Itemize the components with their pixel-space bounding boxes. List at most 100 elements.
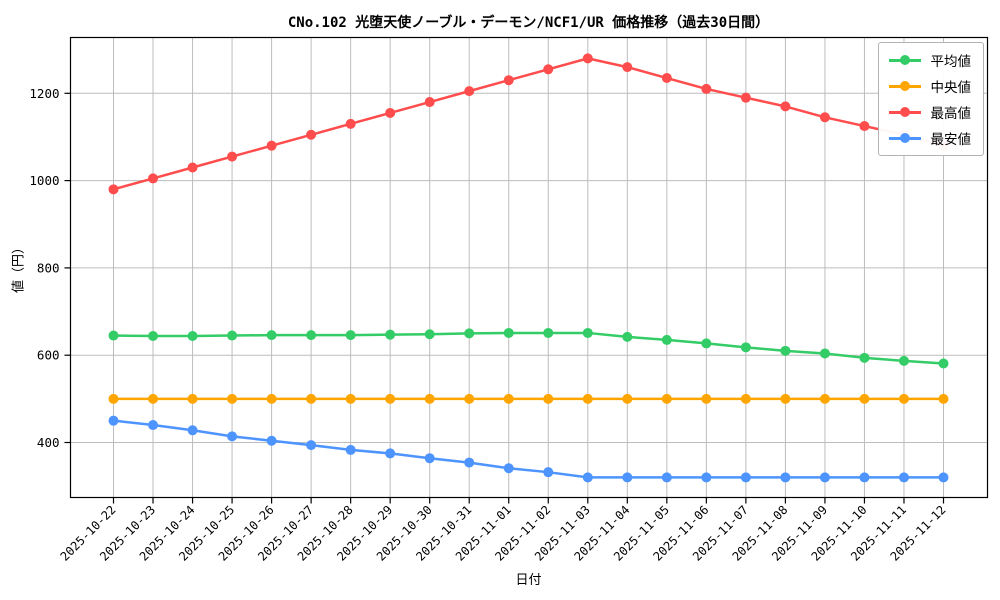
data-point-中央値 (740, 393, 751, 404)
legend-item-median: 中央値 (888, 76, 972, 96)
data-point-最安値 (266, 435, 277, 446)
data-point-最安値 (187, 425, 198, 436)
data-point-最安値 (464, 457, 475, 468)
data-point-最安値 (661, 472, 672, 483)
data-point-最安値 (345, 444, 356, 455)
data-point-最高値 (187, 162, 198, 173)
data-point-最高値 (108, 184, 119, 195)
data-point-最高値 (622, 62, 633, 73)
legend-item-max: 最高値 (888, 102, 971, 122)
data-point-中央値 (701, 393, 712, 404)
data-point-最安値 (385, 448, 396, 459)
data-point-中央値 (859, 393, 870, 404)
data-point-平均値 (464, 328, 475, 339)
data-point-最安値 (148, 420, 159, 431)
y-tick-label: 800 (37, 260, 60, 275)
data-point-平均値 (661, 334, 672, 345)
data-point-平均値 (819, 348, 830, 359)
data-point-最高値 (543, 64, 554, 75)
data-point-平均値 (108, 330, 119, 341)
x-axis-label: 日付 (515, 573, 542, 588)
data-point-平均値 (740, 342, 751, 353)
y-tick-label: 1200 (29, 86, 59, 101)
data-point-最安値 (780, 472, 791, 483)
data-point-平均値 (543, 327, 554, 338)
data-point-最安値 (701, 472, 712, 483)
data-point-最安値 (622, 472, 633, 483)
data-point-最高値 (819, 112, 830, 123)
data-point-中央値 (661, 393, 672, 404)
data-point-中央値 (306, 393, 317, 404)
data-point-平均値 (148, 330, 159, 341)
data-point-最高値 (503, 75, 514, 86)
chart-title: CNo.102 光堕天使ノーブル・デーモン/NCF1/UR 価格推移（過去30日… (287, 15, 770, 31)
data-point-中央値 (187, 393, 198, 404)
data-point-中央値 (424, 393, 435, 404)
data-point-最高値 (266, 140, 277, 151)
data-point-最安値 (227, 431, 238, 442)
data-point-平均値 (898, 355, 909, 366)
data-point-最高値 (385, 107, 396, 118)
data-point-平均値 (306, 330, 317, 341)
data-point-最安値 (898, 472, 909, 483)
data-point-平均値 (503, 327, 514, 338)
data-point-最高値 (859, 121, 870, 132)
data-point-最安値 (543, 467, 554, 478)
series-line-最安値 (113, 419, 944, 479)
data-point-中央値 (148, 393, 159, 404)
data-point-最高値 (148, 173, 159, 184)
data-point-平均値 (701, 338, 712, 349)
series-line-平均値 (113, 331, 944, 365)
data-point-平均値 (859, 352, 870, 363)
data-point-平均値 (622, 331, 633, 342)
data-point-最高値 (424, 97, 435, 108)
legend-item-average: 平均値 (888, 50, 972, 70)
data-point-中央値 (938, 393, 949, 404)
data-point-最高値 (780, 101, 791, 112)
series-line-最高値 (113, 57, 944, 191)
data-point-最安値 (108, 415, 119, 426)
data-point-平均値 (345, 330, 356, 341)
legend-label-average: 平均値 (930, 54, 972, 70)
data-point-中央値 (385, 393, 396, 404)
data-point-最高値 (306, 129, 317, 140)
data-point-中央値 (108, 393, 119, 404)
data-point-最高値 (227, 151, 238, 162)
data-point-中央値 (227, 393, 238, 404)
legend-marker-average-icon (888, 54, 921, 66)
data-point-最高値 (701, 83, 712, 94)
data-point-中央値 (819, 393, 830, 404)
data-point-最高値 (740, 92, 751, 103)
data-point-最安値 (503, 463, 514, 474)
data-point-最高値 (464, 86, 475, 97)
legend-label-min: 最安値 (930, 132, 972, 148)
data-point-平均値 (938, 358, 949, 369)
data-point-平均値 (187, 330, 198, 341)
data-point-最安値 (582, 472, 593, 483)
legend-label-median: 中央値 (930, 80, 972, 96)
data-point-最高値 (345, 118, 356, 129)
data-point-最安値 (306, 440, 317, 451)
data-point-中央値 (780, 393, 791, 404)
data-point-中央値 (622, 393, 633, 404)
y-tick-label: 1000 (29, 173, 59, 188)
data-point-中央値 (582, 393, 593, 404)
legend-item-min: 最安値 (888, 128, 972, 148)
data-point-中央値 (464, 393, 475, 404)
data-point-平均値 (424, 329, 435, 340)
data-point-最安値 (819, 472, 830, 483)
data-point-平均値 (266, 330, 277, 341)
data-point-最安値 (424, 453, 435, 464)
data-point-平均値 (227, 330, 238, 341)
y-tick-label: 400 (37, 435, 60, 450)
data-point-平均値 (385, 329, 396, 340)
data-point-最安値 (740, 472, 751, 483)
data-point-平均値 (780, 345, 791, 356)
legend: 平均値 中央値 最高値 最安値 (877, 42, 984, 156)
data-point-中央値 (266, 393, 277, 404)
data-point-中央値 (898, 393, 909, 404)
data-point-最高値 (582, 53, 593, 64)
y-tick-label: 600 (37, 348, 60, 363)
